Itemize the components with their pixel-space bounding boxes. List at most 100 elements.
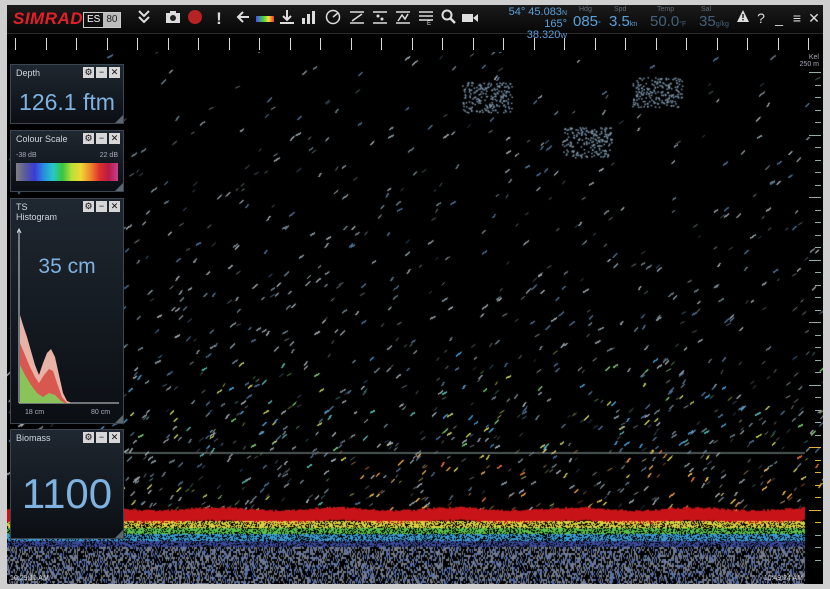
- ruler-tick: [411, 38, 413, 50]
- zoom-echogram-icon[interactable]: [348, 9, 366, 29]
- panel-close-button[interactable]: ✕: [109, 67, 120, 78]
- depth-scale-tick: [815, 184, 821, 186]
- depth-scale[interactable]: [805, 52, 823, 584]
- panel-minimize-button[interactable]: −: [96, 432, 107, 443]
- depth-scale-tick: [815, 284, 821, 286]
- ruler-tick: [808, 38, 809, 50]
- alarm-exclamation-icon[interactable]: !: [216, 9, 222, 28]
- camera-icon[interactable]: [164, 9, 182, 29]
- warning-icon[interactable]: [736, 9, 750, 27]
- panel-minimize-button[interactable]: −: [96, 133, 107, 144]
- ts-histogram-chart: [17, 227, 119, 404]
- ruler-tick: [625, 38, 626, 50]
- ts-histogram-xmax: 80 cm: [91, 409, 111, 416]
- biomass-controls: ⚙ − ✕: [83, 432, 120, 443]
- ruler-tick: [167, 38, 169, 50]
- panel-resize-handle[interactable]: [115, 115, 123, 123]
- salinity-unit: g/kg: [715, 21, 729, 28]
- depth-scale-tick: [815, 422, 821, 423]
- ruler-tick: [594, 38, 596, 50]
- sweep-icon[interactable]: [324, 9, 342, 29]
- heading-readout: 085°: [573, 14, 601, 33]
- record-icon[interactable]: [186, 9, 204, 29]
- colour-scale-min: -38 dB: [16, 152, 37, 159]
- panel-close-button[interactable]: ✕: [109, 201, 120, 212]
- back-arrow-icon[interactable]: [234, 9, 252, 29]
- depth-scale-tick: [815, 222, 821, 223]
- panel-settings-icon[interactable]: ⚙: [83, 133, 94, 144]
- panel-settings-icon[interactable]: ⚙: [83, 67, 94, 78]
- latitude-value: 54° 45.083: [508, 6, 562, 18]
- depth-scale-tick: [815, 459, 821, 461]
- panel-close-button[interactable]: ✕: [109, 432, 120, 443]
- ts-histogram-panel[interactable]: TS Histogram ⚙ − ✕ 35 cm 18 cm 80 cm: [10, 198, 124, 424]
- time-ruler: [7, 34, 823, 52]
- depth-scale-tick: [815, 209, 821, 211]
- bottom-lock-icon[interactable]: [278, 9, 296, 29]
- salinity-label: Sal: [701, 6, 712, 13]
- ruler-tick: [106, 38, 108, 50]
- model-badge: ES 80: [83, 12, 122, 28]
- depth-scale-tick: [815, 559, 821, 561]
- range-label: Kel 250 m: [800, 54, 819, 68]
- panel-resize-handle[interactable]: [115, 530, 123, 538]
- colour-scale-max: 22 dB: [99, 152, 118, 159]
- layers-icon[interactable]: E: [417, 9, 435, 29]
- depth-scale-tick: [815, 97, 821, 98]
- depth-scale-tick: [815, 159, 821, 161]
- panel-minimize-button[interactable]: −: [96, 67, 107, 78]
- ts-histogram-controls: ⚙ − ✕: [83, 201, 120, 212]
- colour-scale-bar[interactable]: [16, 163, 118, 181]
- biomass-panel[interactable]: Biomass ⚙ − ✕ 1100: [10, 429, 124, 539]
- menu-button[interactable]: ≡: [792, 10, 802, 26]
- close-button[interactable]: ✕: [808, 10, 820, 26]
- collapse-menu-icon[interactable]: [135, 9, 153, 29]
- ruler-tick: [716, 38, 718, 50]
- video-icon[interactable]: [461, 9, 479, 29]
- depth-scale-tick: [815, 347, 821, 348]
- ts-histogram-value: 35 cm: [38, 255, 96, 278]
- ruler-tick: [45, 38, 47, 50]
- bottom-echogram-icon[interactable]: [371, 9, 389, 29]
- ts-histogram-title-line1: TS: [16, 202, 28, 212]
- help-button[interactable]: ?: [757, 10, 765, 26]
- bar-graph-icon[interactable]: [300, 9, 318, 29]
- colour-scale-panel[interactable]: Colour Scale ⚙ − ✕ -38 dB 22 dB: [10, 130, 124, 192]
- speed-label: Spd: [614, 6, 627, 13]
- colour-bar-icon[interactable]: [256, 9, 274, 29]
- model-badge-left: ES: [87, 14, 101, 25]
- ruler-tick: [777, 38, 779, 50]
- panel-resize-handle[interactable]: [115, 183, 123, 191]
- depth-scale-tick: [815, 172, 821, 173]
- longitude-hemisphere: W: [560, 33, 567, 40]
- depth-panel[interactable]: Depth ⚙ − ✕ 126.1 ftm: [10, 64, 124, 124]
- depth-scale-tick: [815, 397, 821, 398]
- ts-histogram-title-line2: Histogram: [16, 212, 58, 222]
- range-label-line2: 250 m: [799, 61, 819, 68]
- depth-scale-tick: [815, 309, 821, 311]
- depth-scale-tick: [815, 109, 821, 111]
- panel-resize-handle[interactable]: [115, 415, 123, 423]
- depth-scale-tick: [815, 497, 821, 498]
- ruler-tick: [228, 38, 230, 50]
- depth-scale-tick: [809, 197, 821, 198]
- minimize-button[interactable]: _: [775, 10, 783, 26]
- depth-scale-tick: [815, 472, 821, 473]
- panel-settings-icon[interactable]: ⚙: [83, 432, 94, 443]
- temp-value: 50.0: [650, 13, 680, 30]
- echogram-canvas[interactable]: [7, 52, 823, 584]
- panel-settings-icon[interactable]: ⚙: [83, 201, 94, 212]
- ruler-tick: [289, 38, 291, 50]
- depth-scale-tick: [809, 447, 821, 448]
- panel-minimize-button[interactable]: −: [96, 201, 107, 212]
- echogram[interactable]: Kel 250 m 10:29:11 AM 10:49:24 AM: [7, 52, 823, 584]
- ruler-tick: [198, 38, 199, 50]
- biomass-value: 1100: [21, 470, 113, 517]
- depth-scale-tick: [809, 509, 821, 511]
- magnify-icon[interactable]: [440, 9, 458, 29]
- depth-scale-tick: [815, 522, 821, 523]
- compare-echogram-icon[interactable]: [394, 9, 412, 29]
- longitude-line: 165° 38.320W: [503, 19, 567, 42]
- echosounder-window: SIMRAD ES 80 !: [7, 5, 823, 584]
- panel-close-button[interactable]: ✕: [109, 133, 120, 144]
